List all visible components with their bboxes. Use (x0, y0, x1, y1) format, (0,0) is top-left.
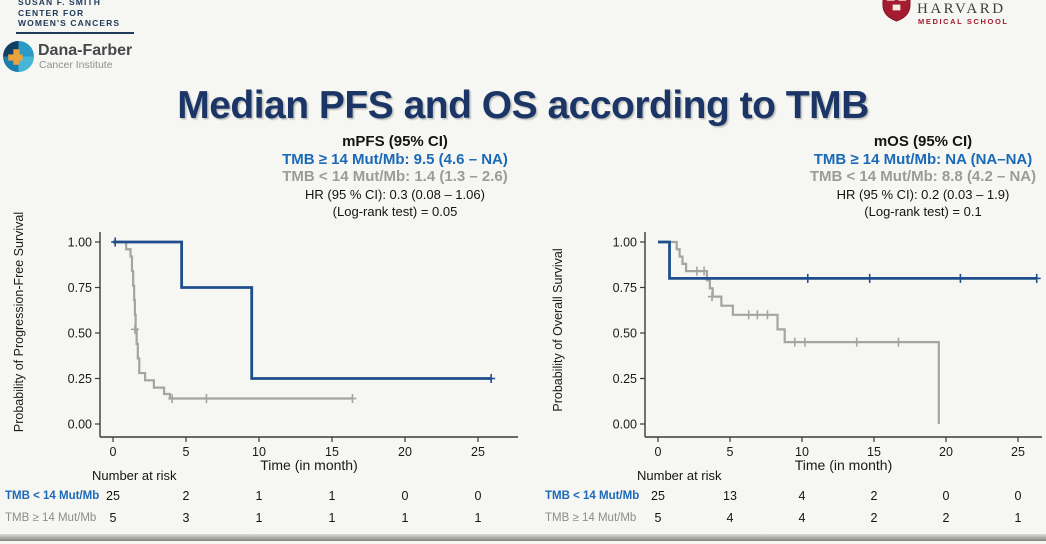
pfs-y-axis-label: Probability of Progression-Free Survival (12, 211, 26, 433)
x-tick-label: 10 (252, 445, 266, 459)
risk-count: 2 (182, 489, 190, 503)
os-high-tmb-median: TMB ≥ 14 Mut/Mb: NA (NA–NA) (813, 150, 1033, 168)
pfs-stats-title: mPFS (95% CI) (342, 133, 448, 150)
dana-farber-logo-icon (3, 41, 34, 72)
risk-row-label: TMB < 14 Mut/Mb (5, 490, 100, 502)
harvard-name: HARVARD (917, 1, 1006, 17)
risk-count: 25 (106, 489, 120, 503)
y-tick-label: 0.50 (613, 327, 637, 341)
risk-count: 0 (474, 489, 482, 503)
x-tick-label: 15 (867, 445, 881, 459)
page-title: Median PFS and OS according to TMB (177, 84, 869, 128)
y-tick-label: 0.75 (68, 281, 92, 295)
km-curve-low-tmb (113, 240, 353, 400)
risk-count: 1 (401, 511, 409, 525)
pfs-km-chart: 0.00 0.25 0.50 0.75 1.00 0 5 10 15 20 25 Time (in m… (68, 232, 518, 473)
os-y-axis-label: Probability of Overall Survival (551, 248, 565, 412)
harvard-subtitle: MEDICAL SCHOOL (918, 17, 1009, 26)
pfs-low-tmb-median: TMB < 14 Mut/Mb: 1.4 (1.3 – 2.6) (282, 168, 508, 185)
risk-count: 13 (723, 489, 737, 503)
x-axis-label: Time (in month) (260, 457, 358, 473)
x-tick-label: 15 (325, 445, 339, 459)
x-tick-label: 0 (655, 445, 662, 459)
pfs-logrank-pvalue: (Log-rank test) = 0.05 (332, 204, 458, 219)
risk-count: 3 (182, 511, 190, 525)
risk-count: 0 (942, 489, 950, 503)
x-tick-label: 10 (795, 445, 809, 459)
dana-farber-logo: Dana-Farber Cancer Institute (3, 41, 173, 81)
dana-farber-name: Dana-Farber (38, 42, 133, 59)
x-tick-label: 5 (727, 445, 734, 459)
risk-count: 5 (654, 511, 662, 525)
risk-count: 0 (401, 489, 409, 503)
risk-count: 1 (328, 511, 336, 525)
y-tick-label: 0.25 (68, 372, 92, 386)
risk-count: 5 (109, 511, 117, 525)
risk-count: 0 (1014, 489, 1022, 503)
os-risk-table: Number at risk TMB < 14 Mut/Mb 25 13 4 2 0 0 TMB… (545, 466, 1046, 544)
x-tick-label: 5 (183, 445, 190, 459)
pfs-stats-block: mPFS (95% CI) TMB ≥ 14 Mut/Mb: 9.5 (4.6 … (225, 133, 565, 221)
risk-row-label: TMB ≥ 14 Mut/Mb (545, 512, 637, 524)
os-stats-title: mOS (95% CI) (873, 133, 973, 150)
risk-table-header: Number at risk (92, 468, 177, 483)
risk-count: 25 (651, 489, 665, 503)
x-tick-label: 25 (471, 445, 485, 459)
pfs-risk-table: Number at risk TMB < 14 Mut/Mb 25 2 1 1 0 0 TMB … (5, 466, 522, 544)
harvard-shield-icon (882, 0, 911, 22)
risk-count: 2 (870, 489, 878, 503)
y-tick-label: 0.00 (68, 418, 92, 432)
os-km-chart: 0.00 0.25 0.50 0.75 1.00 0 5 10 15 20 25 Time (in m… (613, 232, 1042, 473)
x-tick-label: 25 (1011, 445, 1025, 459)
km-curve-high-tmb (658, 240, 1037, 280)
x-tick-label: 20 (398, 445, 412, 459)
risk-count: 1 (255, 489, 263, 503)
risk-count: 1 (474, 511, 482, 525)
os-hazard-ratio: HR (95 % CI): 0.2 (0.03 – 1.9) (836, 186, 1010, 202)
os-stats-block: mOS (95% CI) TMB ≥ 14 Mut/Mb: NA (NA–NA)… (748, 133, 1046, 221)
km-curve-high-tmb (113, 240, 492, 380)
pfs-high-tmb-median: TMB ≥ 14 Mut/Mb: 9.5 (4.6 – NA) (282, 150, 508, 168)
risk-count: 1 (1014, 511, 1022, 525)
os-logrank-pvalue: (Log-rank test) = 0.1 (864, 204, 982, 219)
km-curve-low-tmb (658, 240, 940, 424)
risk-count: 2 (870, 511, 878, 525)
risk-count: 4 (798, 511, 806, 525)
x-tick-label: 20 (939, 445, 953, 459)
susan-smith-line-3: WOMEN'S CANCERS (18, 18, 121, 28)
risk-count: 2 (942, 511, 950, 525)
y-tick-label: 0.50 (68, 327, 92, 341)
risk-table-header: Number at risk (637, 468, 722, 483)
y-tick-label: 0.25 (613, 372, 637, 386)
risk-row-label: TMB < 14 Mut/Mb (545, 490, 640, 502)
x-tick-label: 0 (110, 445, 117, 459)
susan-smith-dana-farber-logo: SUSAN F. SMITH CENTER FOR WOMEN'S CANCER… (3, 0, 198, 77)
y-tick-label: 1.00 (613, 236, 637, 250)
susan-smith-line-1: SUSAN F. SMITH (18, 0, 101, 7)
harvard-medical-school-logo: HARVARD MEDICAL SCHOOL (882, 0, 1046, 40)
risk-count: 1 (255, 511, 263, 525)
logo-divider-line (16, 32, 134, 34)
pfs-hazard-ratio: HR (95 % CI): 0.3 (0.08 – 1.06) (305, 186, 485, 202)
y-tick-label: 1.00 (68, 236, 92, 250)
susan-smith-line-2: CENTER FOR (18, 7, 85, 18)
x-axis-label: Time (in month) (795, 457, 893, 473)
y-tick-label: 0.00 (613, 418, 637, 432)
risk-count: 4 (726, 511, 734, 525)
risk-count: 1 (328, 489, 336, 503)
dana-farber-subtitle: Cancer Institute (39, 59, 113, 71)
y-tick-label: 0.75 (613, 281, 637, 295)
slide-bottom-edge (0, 534, 1046, 541)
risk-row-label: TMB ≥ 14 Mut/Mb (5, 512, 97, 524)
risk-count: 4 (798, 489, 806, 503)
os-low-tmb-median: TMB < 14 Mut/Mb: 8.8 (4.2 – NA) (809, 168, 1037, 185)
